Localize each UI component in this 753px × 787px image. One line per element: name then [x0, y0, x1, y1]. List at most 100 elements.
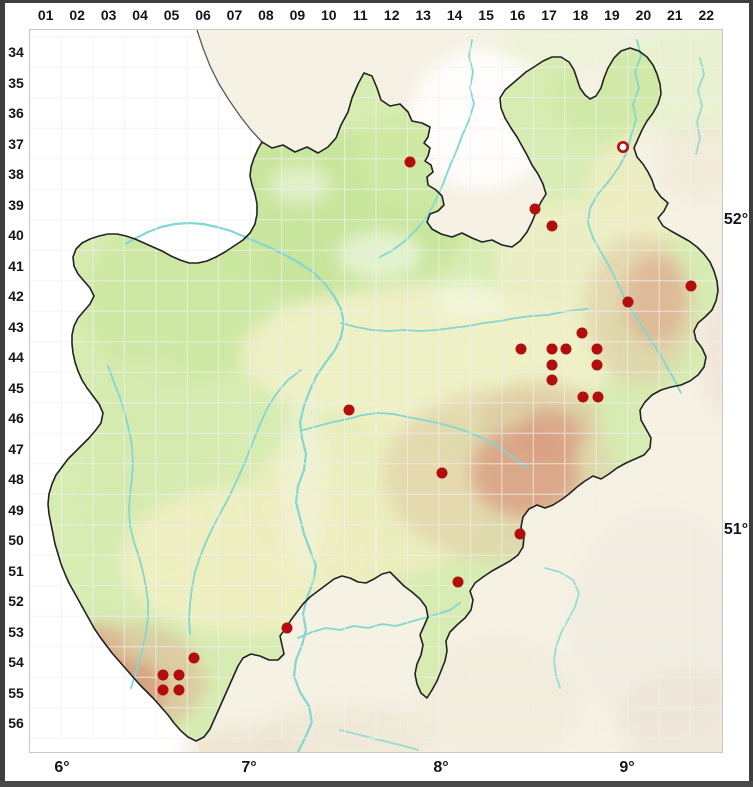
column-label: 10 — [321, 7, 337, 23]
row-label: 45 — [8, 379, 24, 396]
column-label: 05 — [163, 7, 180, 23]
rivers — [107, 39, 735, 752]
river-lippe — [340, 308, 589, 332]
occurrence-dots-layer — [157, 141, 697, 696]
row-label: 47 — [8, 440, 24, 457]
latitude-label: 51° — [723, 521, 749, 538]
occurrence-dot — [546, 220, 558, 232]
row-label: 46 — [8, 410, 24, 426]
occurrence-dot — [529, 203, 541, 215]
river-ruhr — [302, 412, 529, 469]
row-label: 56 — [8, 715, 24, 731]
row-label: 34 — [8, 44, 24, 60]
river-sieg — [297, 602, 461, 639]
occurrence-dot — [546, 374, 558, 386]
occurrence-dot — [188, 652, 200, 664]
column-label: 19 — [604, 7, 620, 23]
column-label: 15 — [478, 7, 494, 23]
occurrence-dot — [591, 343, 603, 355]
occurrence-dot — [281, 622, 293, 634]
occurrence-dot — [591, 359, 603, 371]
column-label: 07 — [226, 7, 243, 23]
row-label: 36 — [8, 105, 24, 121]
map-area-frame — [29, 29, 723, 753]
occurrence-dot — [577, 391, 589, 403]
column-label: 01 — [37, 7, 54, 23]
row-label: 53 — [8, 623, 24, 640]
grid-lines — [30, 36, 722, 739]
latitude-label: 52° — [723, 211, 749, 228]
row-label: 51 — [8, 562, 24, 579]
row-label: 48 — [8, 471, 24, 487]
occurrence-dot — [173, 684, 185, 696]
frame-border-left — [0, 0, 5, 787]
column-label: 18 — [572, 7, 589, 23]
column-label: 14 — [446, 7, 463, 23]
longitude-label: 8° — [433, 759, 449, 776]
river-ems — [379, 39, 475, 258]
column-label: 13 — [415, 7, 431, 23]
stream-northeast-2 — [728, 66, 735, 138]
grid-lines-highlight — [30, 36, 722, 739]
occurrence-dot — [157, 684, 169, 696]
river-weser — [587, 39, 682, 394]
column-label: 06 — [195, 7, 211, 23]
occurrence-dot — [622, 296, 634, 308]
row-label: 50 — [8, 532, 24, 548]
row-label: 52 — [8, 593, 24, 609]
occurrence-dot — [436, 467, 448, 479]
row-label: 44 — [8, 349, 24, 365]
column-label: 12 — [383, 7, 400, 23]
occurrence-dot — [576, 327, 588, 339]
river-erft — [188, 369, 302, 635]
column-label: 17 — [541, 7, 557, 23]
occurrence-dot — [546, 359, 558, 371]
longitude-label: 9° — [619, 759, 635, 776]
occurrence-dot — [452, 576, 464, 588]
frame-border-bottom — [0, 781, 753, 787]
national-border — [196, 30, 263, 143]
row-label: 35 — [8, 74, 24, 91]
longitude-label: 6° — [54, 759, 70, 776]
row-label: 55 — [8, 684, 24, 701]
river-eder — [544, 567, 580, 689]
stream-south — [339, 729, 419, 751]
occurrence-dot — [515, 343, 527, 355]
column-label: 22 — [698, 7, 715, 23]
row-label: 42 — [8, 288, 24, 304]
occurrence-dot — [173, 669, 185, 681]
row-label: 37 — [8, 135, 24, 152]
longitude-label: 7° — [241, 759, 257, 776]
stream-northeast-1 — [695, 57, 705, 155]
column-label: 20 — [635, 7, 652, 23]
occurrence-open-circle — [616, 141, 629, 154]
column-label: 16 — [509, 7, 526, 23]
occurrence-dot — [157, 669, 169, 681]
row-label: 54 — [8, 654, 24, 670]
row-label: 43 — [8, 318, 24, 335]
occurrence-dot — [685, 280, 697, 292]
river-rur — [107, 365, 149, 689]
row-label: 40 — [8, 227, 24, 243]
row-label: 39 — [8, 196, 24, 213]
column-label: 04 — [132, 7, 148, 23]
occurrence-dot — [404, 156, 416, 168]
occurrence-dot — [343, 404, 355, 416]
row-label: 38 — [8, 166, 24, 182]
column-label: 02 — [69, 7, 85, 23]
frame-border-right — [749, 0, 753, 787]
column-label: 21 — [667, 7, 683, 23]
occurrence-dot — [560, 343, 572, 355]
column-label: 09 — [289, 7, 306, 23]
column-label: 11 — [352, 7, 368, 23]
row-label: 41 — [8, 257, 24, 274]
column-label: 03 — [100, 7, 117, 23]
row-label: 49 — [8, 501, 24, 518]
frame-border-top — [0, 0, 753, 3]
column-label: 08 — [258, 7, 274, 23]
occurrence-dot — [546, 343, 558, 355]
occurrence-dot — [514, 528, 526, 540]
occurrence-dot — [592, 391, 604, 403]
